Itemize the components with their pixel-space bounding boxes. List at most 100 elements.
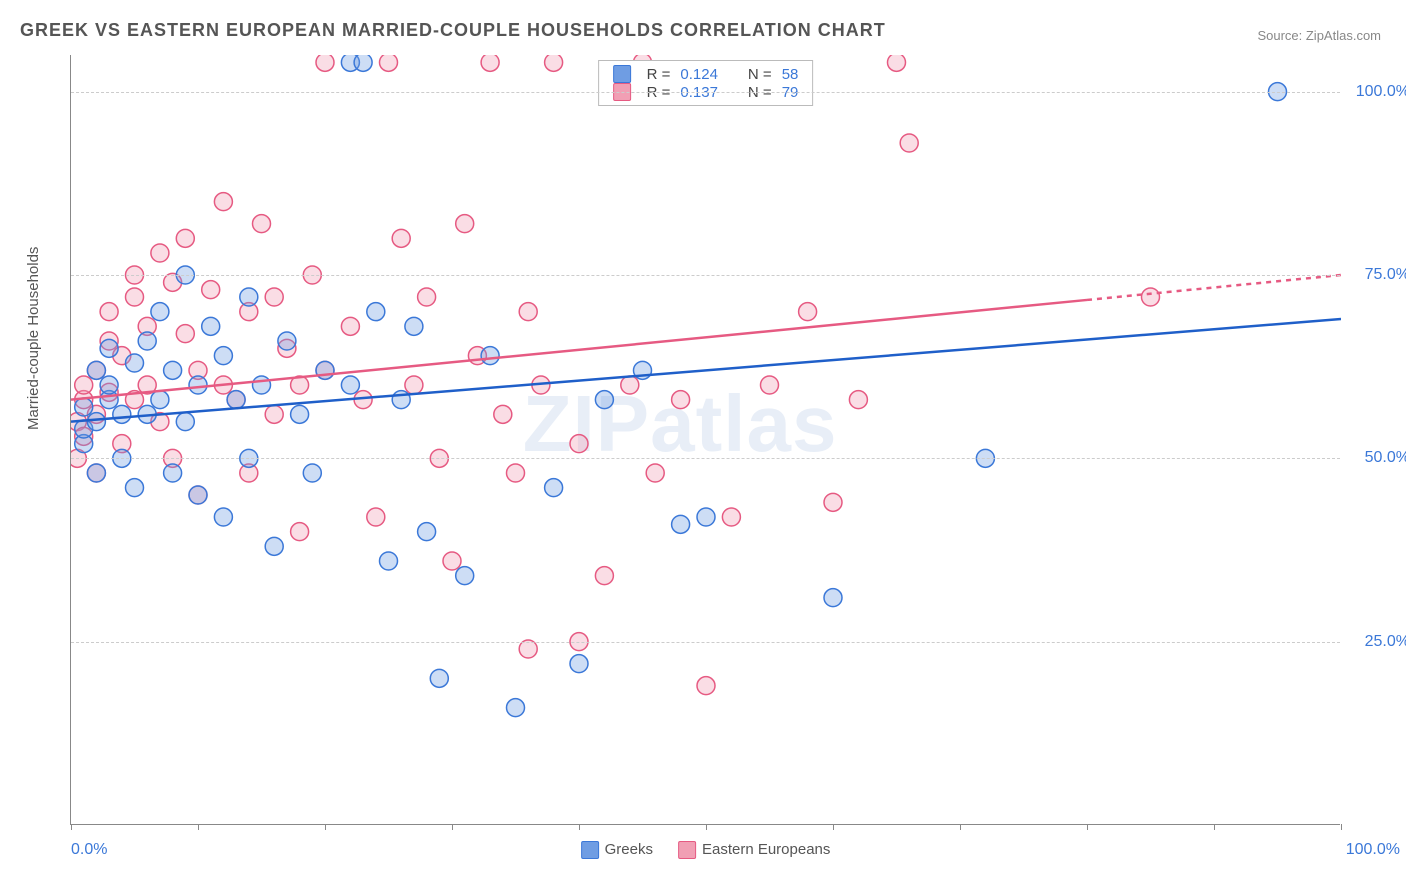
stats-row: R =0.124N =58 [613,65,799,83]
data-point [189,486,207,504]
data-point [265,288,283,306]
y-tick-label: 50.0% [1350,449,1406,467]
data-point [507,699,525,717]
data-point [341,376,359,394]
data-point [265,537,283,555]
data-point [761,376,779,394]
x-tick [1341,824,1342,830]
data-point [126,479,144,497]
x-tick [325,824,326,830]
data-point [291,405,309,423]
data-point [240,288,258,306]
data-point [202,317,220,335]
data-point [126,288,144,306]
stats-n-label: N = [748,66,772,83]
data-point [595,567,613,585]
data-point [849,391,867,409]
data-point [87,413,105,431]
legend-label-greeks: Greeks [605,841,653,858]
data-point [278,332,296,350]
stats-r-label: R = [647,66,671,83]
data-point [824,493,842,511]
data-point [380,55,398,71]
x-tick [579,824,580,830]
data-point [481,347,499,365]
data-point [456,567,474,585]
data-point [100,339,118,357]
gridline [71,275,1340,276]
x-label-min: 0.0% [71,841,107,859]
scatter-plot [71,55,1341,825]
data-point [214,508,232,526]
data-point [87,361,105,379]
data-point [316,55,334,71]
data-point [75,376,93,394]
data-point [164,464,182,482]
data-point [507,464,525,482]
data-point [113,405,131,423]
data-point [672,515,690,533]
x-tick [706,824,707,830]
data-point [189,376,207,394]
data-point [456,215,474,233]
stats-swatch [613,65,631,83]
data-point [722,508,740,526]
data-point [392,229,410,247]
x-tick [71,824,72,830]
data-point [151,391,169,409]
data-point [405,376,423,394]
data-point [176,413,194,431]
data-point [214,347,232,365]
data-point [443,552,461,570]
data-point [824,589,842,607]
data-point [418,523,436,541]
x-tick [1214,824,1215,830]
x-label-max: 100.0% [1346,841,1400,859]
x-tick [833,824,834,830]
data-point [697,677,715,695]
gridline [71,458,1340,459]
data-point [888,55,906,71]
data-point [380,552,398,570]
data-point [151,244,169,262]
trend-line-dashed [1087,275,1341,300]
data-point [176,325,194,343]
data-point [519,640,537,658]
gridline [71,92,1340,93]
x-tick [198,824,199,830]
data-point [291,523,309,541]
data-point [253,376,271,394]
data-point [202,281,220,299]
data-point [1142,288,1160,306]
data-point [341,317,359,335]
data-point [126,354,144,372]
data-point [176,229,194,247]
data-point [595,391,613,409]
data-point [405,317,423,335]
data-point [164,361,182,379]
data-point [100,303,118,321]
data-point [138,332,156,350]
data-point [75,398,93,416]
data-point [545,55,563,71]
data-point [316,361,334,379]
swatch-greeks [581,841,599,859]
data-point [87,464,105,482]
data-point [570,655,588,673]
data-point [214,193,232,211]
trend-line [71,319,1341,422]
data-point [100,376,118,394]
data-point [545,479,563,497]
stats-box: R =0.124N =58R =0.137N =79 [598,60,814,106]
data-point [367,508,385,526]
chart-frame: ZIPatlas R =0.124N =58R =0.137N =79 Gree… [70,55,1340,825]
x-tick [1087,824,1088,830]
legend: Greeks Eastern Europeans [581,841,831,859]
gridline [71,642,1340,643]
data-point [799,303,817,321]
data-point [265,405,283,423]
data-point [354,55,372,71]
data-point [570,435,588,453]
y-tick-label: 25.0% [1350,633,1406,651]
x-tick [960,824,961,830]
